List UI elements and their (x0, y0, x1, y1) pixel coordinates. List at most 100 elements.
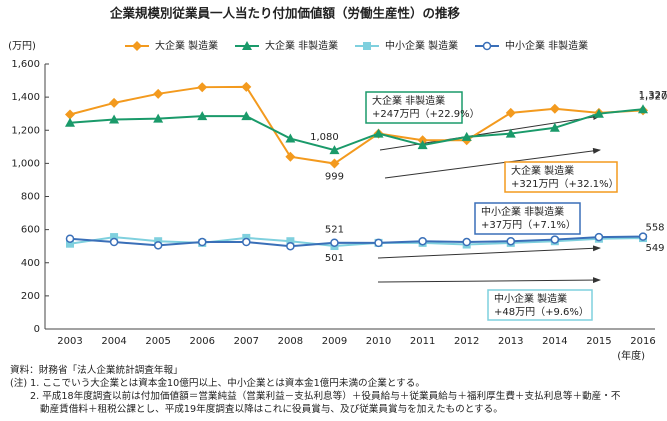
annotation-text: +247万円（+22.9%） (372, 108, 480, 120)
data-point (374, 238, 383, 248)
data-label: 501 (325, 253, 344, 264)
y-tick-label: 600 (21, 225, 40, 236)
legend-label: 大企業 製造業 (155, 39, 218, 52)
annotation-text: 中小企業 製造業 (494, 292, 567, 305)
x-tick-label: 2009 (322, 336, 347, 347)
data-label: 1,080 (310, 132, 339, 143)
legend-marker (242, 41, 252, 50)
annotation-box (487, 289, 593, 321)
y-tick-label: 1,400 (11, 92, 40, 103)
data-point (153, 241, 163, 250)
data-point (197, 237, 207, 247)
data-point (197, 82, 208, 93)
data-point (373, 128, 384, 138)
x-tick-label: 2010 (366, 336, 391, 347)
data-point (593, 108, 604, 118)
data-point (330, 238, 339, 247)
data-label: 999 (325, 172, 344, 183)
data-point (65, 117, 75, 127)
data-point (66, 239, 74, 248)
annotation-text: 中小企業 非製造業 (481, 205, 564, 218)
data-point (285, 133, 296, 143)
legend-marker (132, 41, 142, 51)
trend-arrows (377, 114, 601, 284)
data-point (329, 145, 340, 155)
x-tick-label: 2012 (454, 336, 479, 347)
data-point (549, 122, 560, 132)
y-tick-label: 1,000 (11, 158, 40, 169)
data-point (109, 237, 119, 247)
data-point (109, 97, 120, 108)
data-point (462, 237, 471, 247)
x-tick-label: 2005 (145, 336, 170, 347)
legend-item: 大企業 非製造業 (235, 39, 338, 52)
data-point (242, 237, 251, 247)
footnote: 動産賃借料＋租税公課とし、平成19年度調査以降はこれに役員賞与、及び従業員賞与を… (40, 403, 503, 415)
x-tick-label: 2014 (542, 336, 567, 347)
legend-label: 中小企業 製造業 (385, 39, 458, 52)
data-point (109, 114, 120, 124)
x-tick-label: 2007 (234, 336, 259, 347)
data-point (286, 241, 295, 251)
data-point (594, 232, 604, 242)
legend-marker (363, 42, 371, 50)
arrow (384, 147, 601, 179)
footnote: (注) 1. ここでいう大企業とは資本金10億円以上、中小企業とは資本金1億円未… (10, 377, 425, 389)
y-tick-label: 800 (21, 192, 40, 203)
data-label: 1,320 (639, 91, 667, 102)
data-point (153, 113, 164, 123)
data-point (241, 81, 252, 92)
footnote: 2. 平成18年度調査以前は付加価値額＝営業純益（営業利益－支払利息等）＋役員給… (30, 390, 621, 402)
series-line (69, 85, 644, 165)
x-tick-label: 2003 (57, 336, 82, 347)
x-tick-label: 2004 (101, 336, 126, 347)
annotation-text: 大企業 非製造業 (372, 94, 445, 107)
data-point (461, 131, 472, 141)
footnote: 資料：財務省「法人企業統計調査年報」 (10, 364, 183, 376)
x-tick-label: 2011 (410, 336, 435, 347)
legend-marker (482, 41, 492, 51)
data-point (638, 232, 648, 241)
arrow (377, 245, 601, 259)
data-point (286, 237, 295, 246)
data-point (241, 111, 252, 121)
data-point (285, 151, 296, 162)
data-label: 521 (325, 225, 344, 236)
annotation-text: +321万円（+32.1%） (511, 178, 619, 190)
annotation-text: 大企業 製造業 (511, 164, 574, 177)
data-point (65, 109, 75, 120)
x-tick-label: 2016 (630, 336, 655, 347)
y-tick-label: 1,600 (11, 59, 40, 70)
data-label: 549 (645, 243, 664, 254)
x-tick-label: 2015 (586, 336, 611, 347)
series-line (69, 108, 644, 152)
annotation-box (474, 202, 581, 235)
legend-label: 大企業 非製造業 (265, 39, 338, 52)
annotation-text: +37万円（+7.1%） (481, 219, 576, 231)
y-tick-label: 0 (34, 324, 40, 335)
data-label: 558 (645, 223, 664, 234)
legend-label: 中小企業 非製造業 (505, 39, 588, 52)
legend-item: 中小企業 製造業 (355, 39, 458, 52)
y-tick-label: 1,200 (11, 125, 40, 136)
y-tick-label: 400 (21, 258, 40, 269)
data-point (638, 104, 648, 114)
data-point (549, 103, 560, 114)
data-point (197, 111, 208, 121)
legend-item: 中小企業 非製造業 (475, 39, 588, 52)
annotation-text: +48万円（+9.6%） (494, 306, 589, 318)
data-point (110, 233, 119, 242)
x-tick-label: 2008 (278, 336, 303, 347)
data-point (417, 140, 428, 150)
data-point (329, 158, 340, 169)
x-unit: (年度) (617, 349, 645, 362)
annotation-box (365, 91, 463, 124)
x-tick-label: 2006 (190, 336, 215, 347)
chart-title: 企業規模別従業員一人当たり付加価値額（労働生産性）の推移 (109, 6, 461, 21)
y-unit: (万円) (8, 41, 36, 52)
data-point (550, 235, 560, 244)
legend-item: 大企業 製造業 (125, 39, 218, 52)
data-point (65, 234, 75, 243)
